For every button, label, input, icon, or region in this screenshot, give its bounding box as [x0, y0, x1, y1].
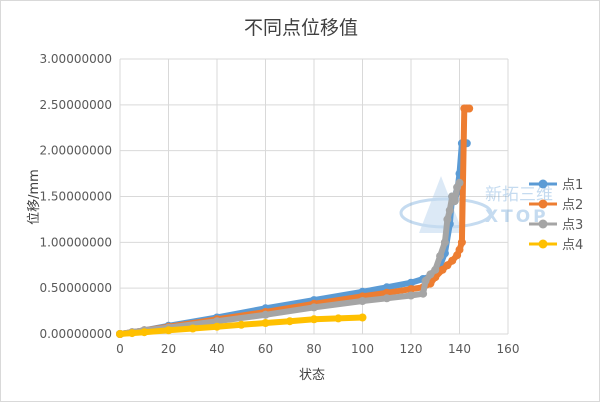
data-point [140, 328, 149, 337]
x-axis-title: 状态 [299, 368, 325, 383]
legend-item: 点4 [529, 238, 583, 253]
series-line [117, 179, 463, 337]
legend: 点1 点2 点3 点4 [529, 178, 583, 253]
y-axis-title: 位移/mm [27, 169, 42, 225]
data-point [237, 320, 246, 329]
data-point [440, 238, 449, 247]
y-tick-label: 2.00000000 [39, 144, 112, 158]
data-point [334, 314, 343, 323]
y-tick-labels: 0.00000000 0.50000000 1.00000000 1.50000000… [39, 52, 112, 341]
data-point [358, 297, 367, 305]
legend-item: 点2 [529, 198, 583, 213]
x-tick-label: 140 [448, 342, 471, 356]
x-tick-label: 160 [497, 342, 520, 356]
data-point [407, 285, 415, 294]
x-tick-label: 100 [351, 342, 374, 356]
series-line [117, 105, 473, 337]
x-tick-label: 60 [258, 342, 273, 356]
data-point [261, 310, 270, 319]
data-point [382, 283, 391, 292]
legend-marker [538, 179, 548, 189]
data-point [213, 317, 221, 326]
legend-label: 点3 [562, 218, 583, 233]
data-point [382, 294, 391, 303]
data-point [407, 278, 415, 287]
data-point [310, 315, 318, 324]
x-tick-label: 120 [400, 342, 423, 356]
data-point [443, 215, 452, 224]
watermark-text-en: XTOP [485, 207, 549, 227]
legend-item: 点1 [529, 178, 583, 193]
data-point [431, 265, 440, 274]
watermark-text-cn: 新拓三维 [485, 185, 553, 205]
x-tick-label: 80 [306, 342, 321, 356]
x-tick-label: 20 [161, 342, 176, 356]
data-point [213, 322, 221, 331]
data-point [128, 329, 137, 338]
data-point [450, 197, 459, 206]
y-tick-label: 2.50000000 [39, 98, 112, 112]
data-point [261, 319, 270, 327]
chart-title: 不同点位移值 [244, 17, 358, 39]
y-tick-label: 1.00000000 [39, 235, 112, 249]
data-point [448, 256, 457, 265]
series-layer [116, 104, 474, 338]
data-point [407, 291, 415, 300]
legend-label: 点1 [562, 178, 583, 193]
data-point [310, 303, 318, 312]
data-point [455, 245, 464, 254]
legend-marker [538, 219, 548, 229]
y-tick-label: 0.50000000 [39, 281, 112, 295]
y-tick-label: 1.50000000 [39, 190, 112, 204]
data-point [436, 252, 445, 261]
y-tick-label: 0.00000000 [39, 327, 112, 341]
data-point [164, 326, 173, 335]
legend-label: 点4 [562, 238, 583, 253]
data-point [382, 288, 391, 297]
x-tick-label: 40 [209, 342, 224, 356]
legend-marker [538, 239, 548, 249]
legend-label: 点2 [562, 198, 583, 213]
data-point [358, 313, 367, 322]
data-point [116, 330, 124, 338]
x-tick-label: 0 [116, 342, 124, 356]
legend-item: 点3 [529, 218, 583, 233]
data-point [285, 317, 294, 326]
data-point [465, 104, 474, 113]
data-point [455, 178, 464, 187]
data-point [419, 289, 428, 298]
series-4 [116, 313, 367, 338]
y-tick-label: 3.00000000 [39, 52, 112, 66]
x-tick-labels: 0 20 40 60 80 100 120 140 160 [116, 342, 519, 356]
data-point [421, 276, 430, 285]
data-point [445, 206, 454, 215]
data-point [457, 238, 466, 247]
gridlines [119, 58, 509, 335]
legend-marker [538, 199, 548, 209]
data-point [188, 324, 197, 333]
